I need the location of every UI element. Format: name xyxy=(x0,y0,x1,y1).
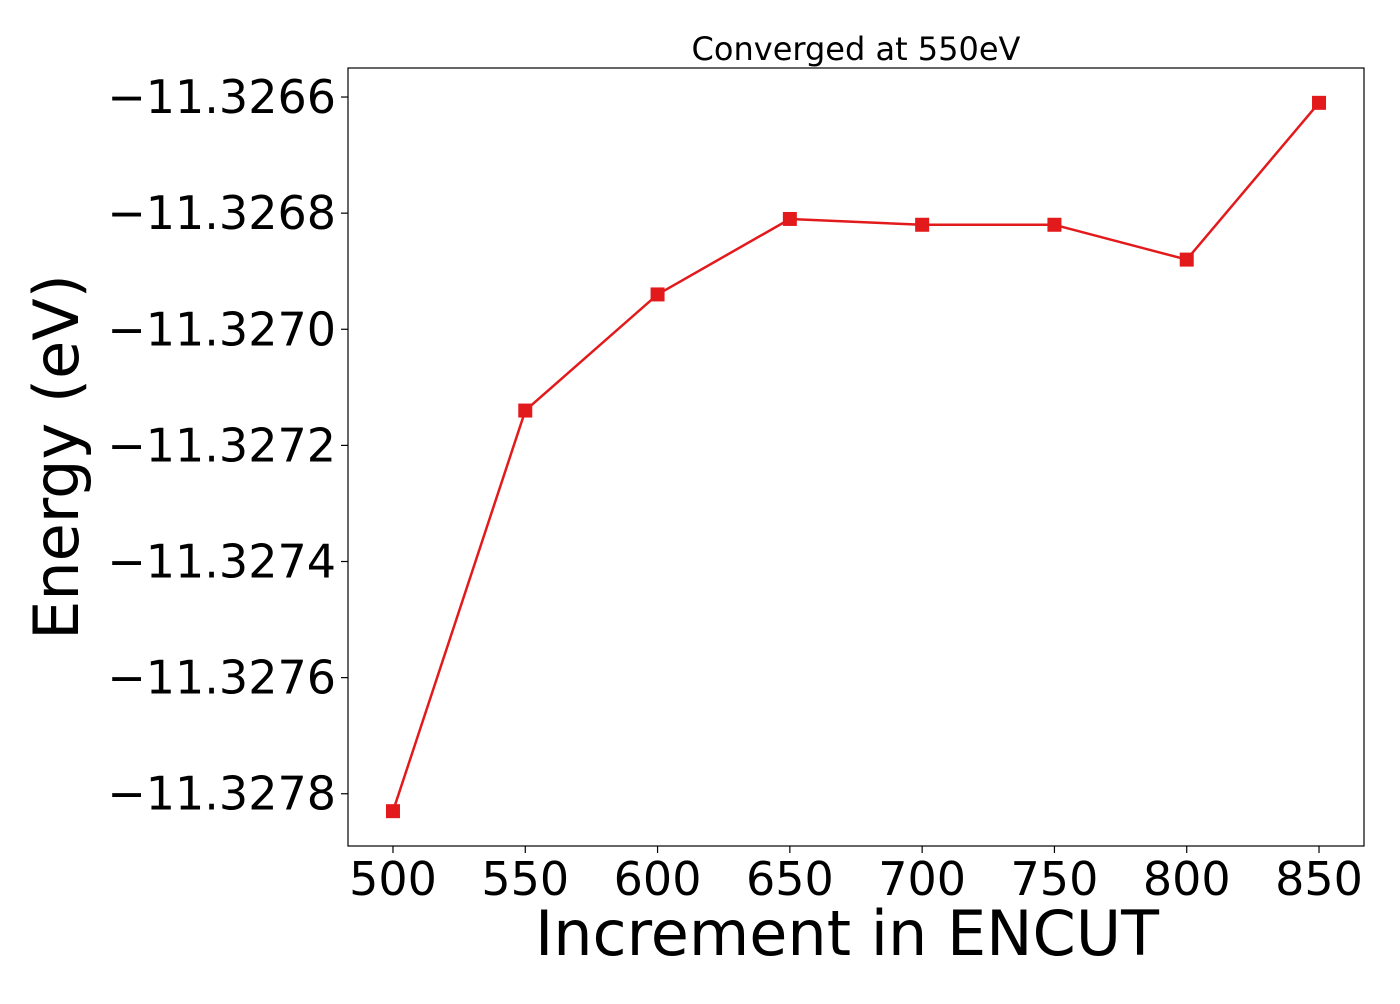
y-tick-label: −11.3272 xyxy=(107,418,336,472)
data-point-marker xyxy=(1047,217,1062,232)
y-tick-label: −11.3276 xyxy=(107,651,336,705)
x-tick-label: 750 xyxy=(1011,852,1099,906)
x-tick-label: 550 xyxy=(481,852,569,906)
series-line xyxy=(391,101,1320,812)
data-point-marker xyxy=(782,211,797,226)
data-point-marker xyxy=(1179,252,1194,267)
data-point-marker xyxy=(650,287,665,302)
chart-title: Converged at 550eV xyxy=(692,30,1021,68)
y-tick-label: −11.3278 xyxy=(107,767,336,821)
x-tick-label: 650 xyxy=(746,852,834,906)
data-point-marker xyxy=(518,403,533,418)
data-point-marker xyxy=(1312,95,1327,110)
x-axis-ticks: 500 550 600 650 700 750 800 850 xyxy=(349,846,1363,906)
y-tick-label: −11.3270 xyxy=(107,302,336,356)
x-tick-label: 700 xyxy=(878,852,966,906)
data-point-marker xyxy=(385,804,400,819)
data-point-marker xyxy=(915,217,930,232)
series-layer xyxy=(385,95,1327,819)
y-axis-label: Energy (eV) xyxy=(20,274,93,640)
x-tick-label: 600 xyxy=(614,852,702,906)
y-tick-label: −11.3274 xyxy=(107,535,336,589)
x-tick-label: 850 xyxy=(1275,852,1363,906)
plot-area xyxy=(347,67,1365,847)
x-tick-label: 500 xyxy=(349,852,437,906)
x-axis-label: Increment in ENCUT xyxy=(535,897,1160,970)
y-axis-ticks: −11.3278 −11.3276 −11.3274 −11.3272 −11.3270… xyxy=(107,70,348,821)
x-tick-label: 800 xyxy=(1143,852,1231,906)
y-tick-label: −11.3268 xyxy=(107,186,336,240)
y-tick-label: −11.3266 xyxy=(107,70,336,124)
